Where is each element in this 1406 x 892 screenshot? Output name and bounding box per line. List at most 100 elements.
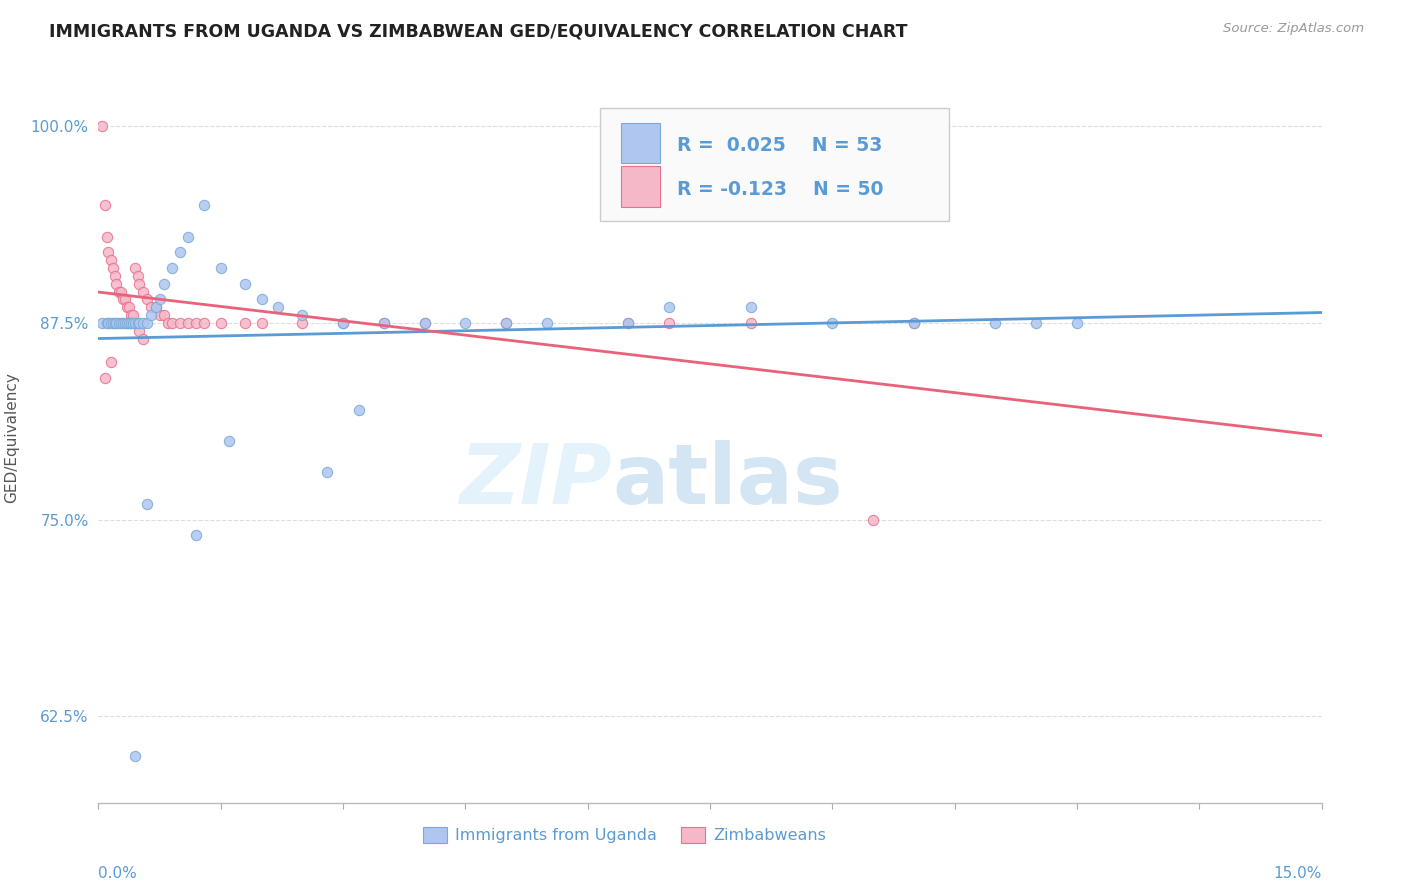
Point [821, 316, 844, 330]
Point [115, 301, 138, 315]
Point [94, 371, 117, 385]
Point [193, 198, 215, 212]
Point [145, 301, 167, 315]
Point [233, 316, 256, 330]
Point [100, 316, 122, 330]
Point [169, 245, 191, 260]
Point [91, 120, 114, 134]
Point [132, 332, 155, 346]
Text: ZIP: ZIP [460, 441, 612, 522]
Point [121, 316, 143, 330]
Point [114, 293, 136, 307]
Point [128, 324, 150, 338]
Point [233, 277, 256, 291]
Text: 0.0%: 0.0% [98, 866, 138, 880]
Point [132, 285, 155, 299]
Point [373, 316, 395, 330]
Point [658, 301, 681, 315]
Point [209, 260, 232, 275]
Legend: Immigrants from Uganda, Zimbabweans: Immigrants from Uganda, Zimbabweans [416, 821, 832, 850]
Text: IMMIGRANTS FROM UGANDA VS ZIMBABWEAN GED/EQUIVALENCY CORRELATION CHART: IMMIGRANTS FROM UGANDA VS ZIMBABWEAN GED… [49, 22, 908, 40]
Point [169, 316, 191, 330]
Text: Source: ZipAtlas.com: Source: ZipAtlas.com [1223, 22, 1364, 36]
Point [454, 316, 477, 330]
Point [250, 316, 273, 330]
Point [124, 316, 146, 330]
Point [111, 293, 134, 307]
Point [118, 316, 141, 330]
Point [128, 316, 150, 330]
Point [186, 316, 208, 330]
Point [145, 301, 167, 315]
Point [903, 316, 925, 330]
Point [267, 301, 290, 315]
Point [114, 316, 136, 330]
Point [104, 268, 127, 283]
Point [104, 316, 127, 330]
Point [186, 528, 208, 542]
Point [105, 277, 128, 291]
Point [110, 316, 132, 330]
Point [740, 316, 762, 330]
Point [111, 316, 134, 330]
Point [96, 229, 118, 244]
Point [193, 316, 215, 330]
Point [97, 316, 120, 330]
Point [1025, 316, 1047, 330]
Point [101, 260, 124, 275]
Point [97, 245, 120, 260]
Point [209, 316, 232, 330]
FancyBboxPatch shape [620, 167, 659, 207]
Point [141, 308, 163, 322]
Point [617, 316, 640, 330]
Point [413, 316, 436, 330]
Point [349, 402, 371, 417]
Point [124, 260, 146, 275]
Point [96, 316, 118, 330]
Point [740, 301, 762, 315]
Point [121, 308, 143, 322]
FancyBboxPatch shape [620, 122, 659, 163]
Point [120, 308, 142, 322]
Point [108, 316, 131, 330]
Text: 15.0%: 15.0% [1274, 866, 1322, 880]
Point [862, 513, 884, 527]
Point [124, 748, 146, 763]
Point [149, 308, 172, 322]
Point [413, 316, 436, 330]
Point [1066, 316, 1088, 330]
Point [120, 316, 142, 330]
Point [658, 316, 681, 330]
Point [132, 316, 155, 330]
Point [141, 301, 163, 315]
Point [100, 355, 122, 369]
Point [250, 293, 273, 307]
Point [156, 316, 179, 330]
Point [160, 260, 183, 275]
Point [127, 268, 149, 283]
Point [152, 277, 174, 291]
Text: atlas: atlas [612, 441, 844, 522]
Point [108, 285, 131, 299]
Point [120, 316, 142, 330]
Point [136, 293, 159, 307]
Point [128, 277, 150, 291]
Point [315, 466, 337, 480]
Point [291, 308, 314, 322]
Y-axis label: GED/Equivalency: GED/Equivalency [4, 372, 20, 502]
Point [177, 316, 200, 330]
Point [536, 316, 558, 330]
Point [136, 497, 159, 511]
FancyBboxPatch shape [600, 108, 949, 221]
Point [101, 316, 124, 330]
Point [903, 316, 925, 330]
Point [149, 293, 172, 307]
Point [291, 316, 314, 330]
Point [91, 316, 114, 330]
Point [495, 316, 517, 330]
Point [115, 316, 138, 330]
Point [332, 316, 354, 330]
Point [177, 229, 200, 244]
Point [127, 316, 149, 330]
Text: R = -0.123    N = 50: R = -0.123 N = 50 [678, 180, 883, 199]
